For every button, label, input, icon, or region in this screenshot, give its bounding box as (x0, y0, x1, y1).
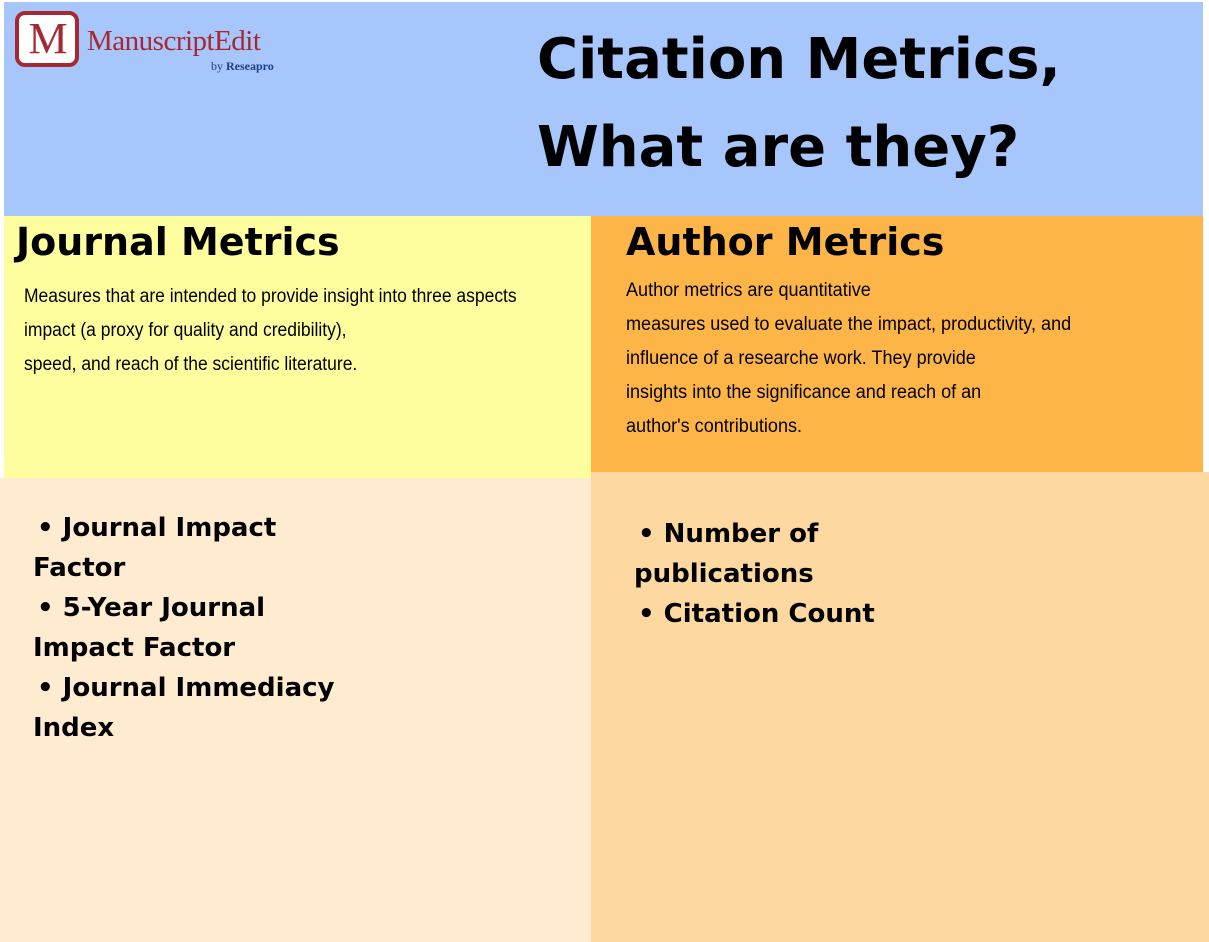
author-metrics-list: • Number of publications • Citation Coun… (634, 514, 875, 634)
journal-metrics-heading: Journal Metrics (16, 220, 340, 264)
logo-sub-brand: Reseapro (226, 59, 274, 73)
author-metrics-heading: Author Metrics (626, 220, 945, 264)
list-item: • Citation Count (638, 599, 875, 629)
logo-sub-by: by (211, 59, 223, 73)
journal-metrics-list: • Journal Impact Factor • 5-Year Journal… (33, 508, 334, 748)
title-line-1: Citation Metrics, (537, 27, 1061, 92)
logo-subtitle: by Reseapro (211, 59, 274, 74)
list-item: • Journal Impact (37, 513, 277, 543)
author-metrics-panel (591, 216, 1203, 472)
journal-desc-line: Measures that are intended to provide in… (24, 286, 517, 307)
author-desc-line: influence of a researche work. They prov… (626, 348, 976, 369)
header-panel (4, 2, 1203, 216)
logo-mark-icon: M (15, 11, 79, 67)
list-item-continuation: Index (33, 713, 115, 743)
journal-metrics-panel (4, 216, 591, 478)
list-item-continuation: publications (634, 559, 814, 589)
journal-desc-line: speed, and reach of the scientific liter… (24, 354, 358, 375)
list-item: • Number of (638, 519, 819, 549)
list-item-continuation: Impact Factor (33, 633, 236, 663)
author-desc-line: Author metrics are quantitative (626, 280, 871, 301)
list-item: • 5-Year Journal (37, 593, 266, 623)
journal-desc-line: impact (a proxy for quality and credibil… (24, 320, 347, 341)
logo-name: ManuscriptEdit (87, 25, 261, 57)
author-desc-line: insights into the significance and reach… (626, 382, 982, 403)
title-line-2: What are they? (537, 115, 1020, 180)
journal-metrics-description: Measures that are intended to provide in… (24, 280, 517, 382)
author-desc-line: author's contributions. (626, 416, 803, 437)
list-item-continuation: Factor (33, 553, 126, 583)
page-title: Citation Metrics, What are they? (537, 16, 1177, 192)
author-desc-line: measures used to evaluate the impact, pr… (626, 314, 1072, 335)
list-item: • Journal Immediacy (37, 673, 335, 703)
journal-metrics-list-panel (0, 478, 591, 942)
author-metrics-description: Author metrics are quantitative measures… (626, 274, 1071, 444)
author-metrics-list-panel (591, 472, 1209, 942)
